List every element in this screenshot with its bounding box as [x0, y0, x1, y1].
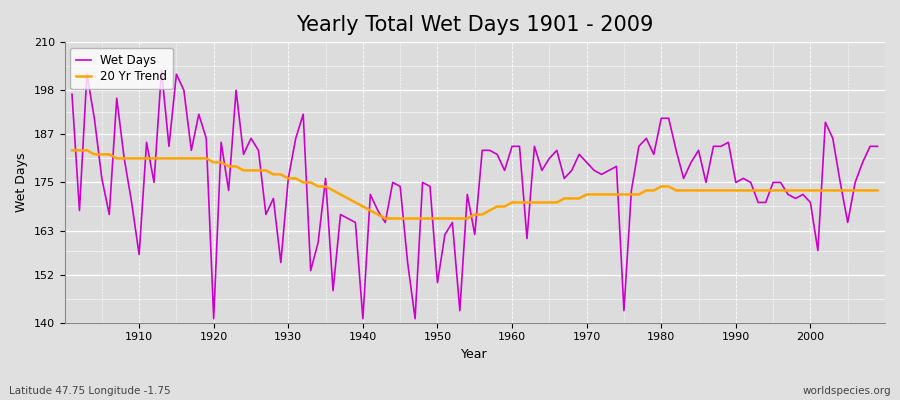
- Wet Days: [522, 236, 533, 241]
- 20 Yr Trend: [335, 192, 346, 197]
- Text: Latitude 47.75 Longitude -1.75: Latitude 47.75 Longitude -1.75: [9, 386, 171, 396]
- Wet Days: [611, 164, 622, 169]
- 20 Yr Trend: [126, 156, 137, 161]
- 20 Yr Trend: [514, 200, 525, 205]
- 20 Yr Trend: [67, 148, 77, 153]
- Line: 20 Yr Trend: 20 Yr Trend: [72, 150, 878, 218]
- Title: Yearly Total Wet Days 1901 - 2009: Yearly Total Wet Days 1901 - 2009: [296, 15, 653, 35]
- X-axis label: Year: Year: [462, 348, 488, 361]
- 20 Yr Trend: [604, 192, 615, 197]
- Wet Days: [67, 92, 77, 97]
- Line: Wet Days: Wet Days: [72, 70, 878, 319]
- 20 Yr Trend: [380, 216, 391, 221]
- Wet Days: [872, 144, 883, 149]
- Legend: Wet Days, 20 Yr Trend: Wet Days, 20 Yr Trend: [70, 48, 173, 89]
- Y-axis label: Wet Days: Wet Days: [15, 153, 28, 212]
- Wet Days: [156, 68, 166, 72]
- 20 Yr Trend: [507, 200, 517, 205]
- Wet Days: [514, 144, 525, 149]
- Wet Days: [126, 200, 137, 205]
- 20 Yr Trend: [872, 188, 883, 193]
- Wet Days: [350, 220, 361, 225]
- Wet Days: [305, 268, 316, 273]
- 20 Yr Trend: [291, 176, 302, 181]
- Wet Days: [208, 316, 219, 321]
- Text: worldspecies.org: worldspecies.org: [803, 386, 891, 396]
